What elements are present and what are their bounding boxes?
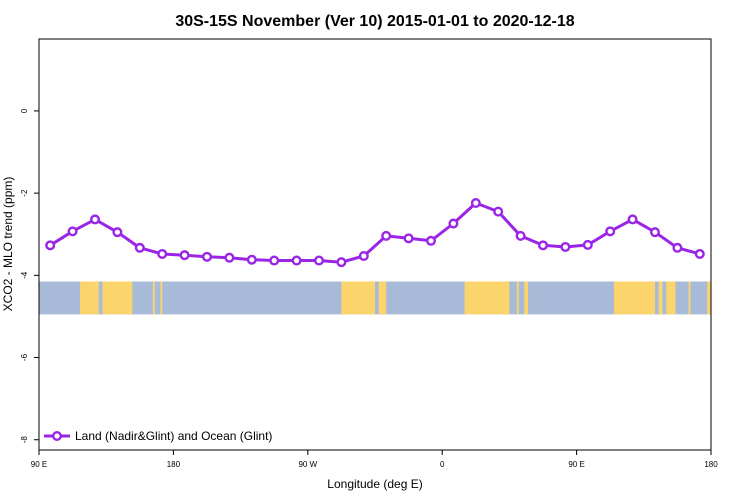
data-point (224, 252, 235, 263)
data-point (470, 197, 481, 208)
chart-title: 30S-15S November (Ver 10) 2015-01-01 to … (175, 13, 574, 30)
land-region (524, 281, 529, 315)
y-tick-label: -8 (20, 436, 29, 444)
y-tick-label: -4 (20, 271, 29, 279)
y-tick-label: -2 (20, 189, 29, 197)
data-point (627, 214, 638, 225)
data-point (560, 241, 571, 252)
data-point (381, 230, 392, 241)
land-region (658, 281, 663, 315)
x-tick-label: 0 (440, 460, 445, 469)
land-region (341, 281, 375, 315)
data-point (314, 255, 325, 266)
data-point (179, 250, 190, 261)
data-point (403, 233, 414, 244)
x-tick-label: 90 W (298, 460, 317, 469)
data-point (605, 226, 616, 237)
y-axis: 0 -2 -4 -6 -8 (20, 108, 39, 443)
data-point (157, 248, 168, 259)
land-region (160, 281, 163, 315)
x-tick-label: 90 E (568, 460, 584, 469)
data-point (493, 206, 504, 217)
plot-frame (38, 38, 712, 451)
y-tick-label: 0 (20, 108, 29, 113)
data-point (515, 230, 526, 241)
data-point (291, 255, 302, 266)
land-region (666, 281, 676, 315)
x-axis: 90 E 180 90 W 0 90 E 180 (31, 450, 718, 469)
data-point (358, 251, 369, 262)
land-region (516, 281, 519, 315)
data-point (694, 248, 705, 259)
data-point (538, 240, 549, 251)
series-line (49, 201, 701, 264)
data-point (201, 251, 212, 262)
data-point (650, 227, 661, 238)
x-tick-label: 180 (704, 460, 718, 469)
land-region (152, 281, 155, 315)
land-region (102, 281, 133, 315)
land-region (80, 281, 99, 315)
data-point (582, 239, 593, 250)
series-layer (45, 197, 705, 268)
x-tick-label: 180 (167, 460, 181, 469)
land-region (707, 281, 711, 315)
x-axis-label: Longitude (deg E) (327, 477, 422, 491)
data-point (246, 254, 257, 265)
land-ocean-band (39, 281, 711, 315)
legend-entry: Land (Nadir&Glint) and Ocean (Glint) (75, 429, 272, 443)
y-axis-label: XCO2 - MLO trend (ppm) (1, 177, 15, 312)
data-point (67, 226, 78, 237)
data-point (448, 218, 459, 229)
data-point (269, 255, 280, 266)
legend-marker (52, 431, 63, 442)
land-region (688, 281, 691, 315)
data-point (336, 257, 347, 268)
land-region (378, 281, 387, 315)
data-point (45, 240, 56, 251)
land-region (613, 281, 655, 315)
x-tick-label: 90 E (31, 460, 47, 469)
data-point (672, 242, 683, 253)
data-point (112, 227, 123, 238)
data-point (89, 214, 100, 225)
y-tick-label: -6 (20, 353, 29, 361)
land-region (464, 281, 510, 315)
legend: Land (Nadir&Glint) and Ocean (Glint) (44, 429, 272, 443)
data-point (134, 242, 145, 253)
data-point (426, 235, 437, 246)
